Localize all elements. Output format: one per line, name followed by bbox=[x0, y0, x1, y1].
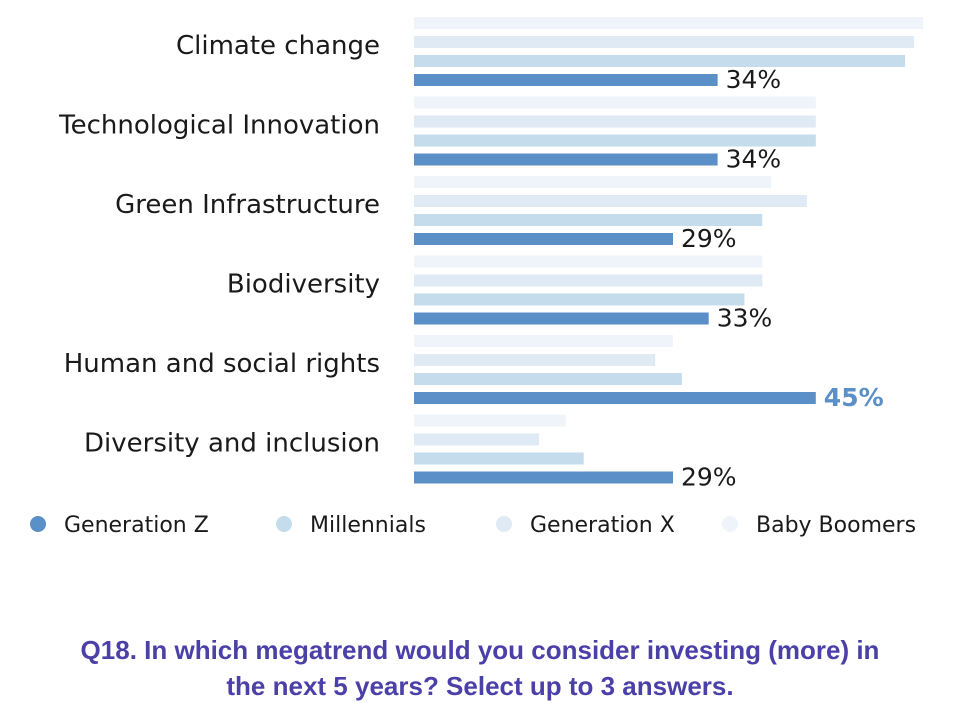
legend-label-baby-boomers: Baby Boomers bbox=[756, 513, 916, 538]
legend-label-millennials: Millennials bbox=[310, 513, 426, 538]
value-label-human-and-social-rights: 45% bbox=[824, 383, 884, 412]
value-label-climate-change: 34% bbox=[726, 65, 782, 94]
bar-millennials-climate-change bbox=[414, 55, 906, 67]
value-label-diversity-and-inclusion: 29% bbox=[681, 463, 737, 492]
category-labels: Climate change Technological Innovation Gr… bbox=[58, 31, 380, 459]
legend-label-generation-z: Generation Z bbox=[64, 513, 209, 538]
bar-generation-z-diversity-and-inclusion bbox=[414, 471, 673, 484]
bar-millennials-human-and-social-rights bbox=[414, 373, 682, 385]
bar-millennials-diversity-and-inclusion bbox=[414, 452, 584, 465]
legend-label-generation-x: Generation X bbox=[530, 513, 675, 538]
legend-marker-generation-z bbox=[30, 516, 46, 532]
value-label-biodiversity: 33% bbox=[717, 304, 773, 333]
category-label-green-infrastructure: Green Infrastructure bbox=[115, 190, 380, 220]
legend-marker-millennials bbox=[276, 516, 292, 532]
bar-millennials-technological-innovation bbox=[414, 134, 816, 147]
value-label-technological-innovation: 34% bbox=[726, 145, 782, 174]
bar-baby-boomers-human-and-social-rights bbox=[414, 335, 673, 347]
legend-marker-baby-boomers bbox=[722, 516, 738, 532]
value-labels: 34% 34% 29% 33% 45% 29% bbox=[681, 65, 884, 492]
question-line-1: Q18. In which megatrend would you consid… bbox=[80, 635, 880, 665]
bar-baby-boomers-climate-change bbox=[414, 17, 923, 29]
question-caption: Q18. In which megatrend would you consid… bbox=[20, 632, 940, 704]
bar-generation-x-technological-innovation bbox=[414, 115, 816, 128]
category-label-diversity-and-inclusion: Diversity and inclusion bbox=[84, 429, 380, 459]
bar-millennials-green-infrastructure bbox=[414, 214, 763, 226]
bars-group bbox=[414, 17, 923, 484]
bar-generation-z-biodiversity bbox=[414, 312, 709, 325]
legend-marker-generation-x bbox=[496, 516, 512, 532]
bar-generation-z-climate-change bbox=[414, 74, 718, 86]
bar-baby-boomers-diversity-and-inclusion bbox=[414, 414, 566, 427]
bar-generation-x-human-and-social-rights bbox=[414, 354, 656, 366]
bar-baby-boomers-technological-innovation bbox=[414, 96, 816, 109]
bar-generation-z-technological-innovation bbox=[414, 153, 718, 166]
bar-chart: Climate change Technological Innovation Gr… bbox=[30, 17, 923, 538]
bar-generation-z-human-and-social-rights bbox=[414, 392, 816, 404]
bar-generation-z-green-infrastructure bbox=[414, 233, 673, 245]
bar-generation-x-biodiversity bbox=[414, 274, 763, 287]
bar-millennials-biodiversity bbox=[414, 293, 745, 306]
bar-generation-x-green-infrastructure bbox=[414, 195, 807, 207]
bar-baby-boomers-green-infrastructure bbox=[414, 176, 772, 188]
bar-generation-x-climate-change bbox=[414, 36, 915, 48]
bar-baby-boomers-biodiversity bbox=[414, 255, 763, 268]
category-label-human-and-social-rights: Human and social rights bbox=[64, 349, 380, 379]
legend: Generation Z Millennials Generation X Baby … bbox=[30, 513, 916, 538]
category-label-technological-innovation: Technological Innovation bbox=[58, 111, 380, 141]
value-label-green-infrastructure: 29% bbox=[681, 224, 737, 253]
question-line-2: the next 5 years? Select up to 3 answers… bbox=[226, 671, 734, 701]
category-label-biodiversity: Biodiversity bbox=[227, 270, 380, 300]
bar-generation-x-diversity-and-inclusion bbox=[414, 433, 539, 446]
category-label-climate-change: Climate change bbox=[176, 31, 380, 61]
